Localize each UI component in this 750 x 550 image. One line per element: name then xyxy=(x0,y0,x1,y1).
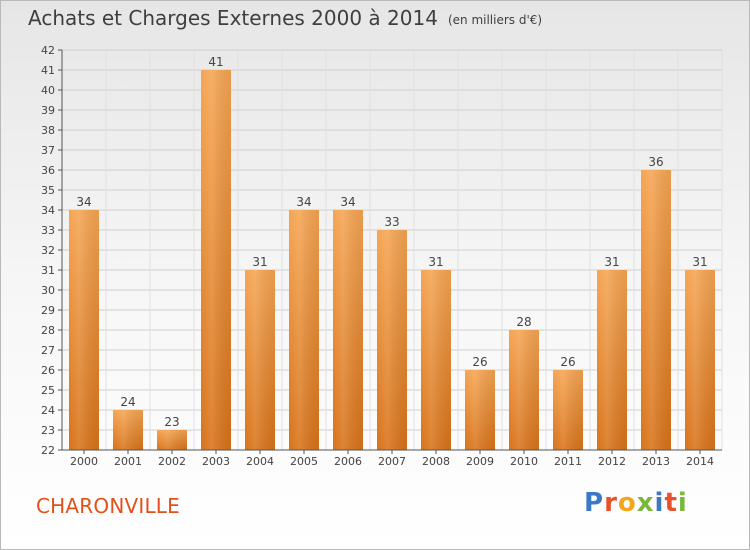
x-tick-label: 2012 xyxy=(598,455,626,468)
bar-shade xyxy=(685,270,715,450)
data-label: 26 xyxy=(560,355,575,369)
bar-shade xyxy=(509,330,539,450)
bar-shade xyxy=(421,270,451,450)
bar-shade xyxy=(245,270,275,450)
data-label: 31 xyxy=(428,255,443,269)
x-tick-label: 2009 xyxy=(466,455,494,468)
y-tick-label: 36 xyxy=(41,164,55,177)
bar-shade xyxy=(157,430,187,450)
y-tick-label: 39 xyxy=(41,104,55,117)
bar-shade xyxy=(597,270,627,450)
logo-letter: P xyxy=(584,488,605,518)
y-tick-label: 32 xyxy=(41,244,55,257)
bar-shade xyxy=(69,210,99,450)
x-tick-label: 2004 xyxy=(246,455,274,468)
chart-title: Achats et Charges Externes 2000 à 2014 (e… xyxy=(28,6,542,30)
data-label: 41 xyxy=(208,55,223,69)
chart-title-text: Achats et Charges Externes 2000 à 2014 xyxy=(28,6,438,30)
y-tick-label: 28 xyxy=(41,324,55,337)
y-tick-label: 30 xyxy=(41,284,55,297)
x-tick-label: 2007 xyxy=(378,455,406,468)
data-label: 33 xyxy=(384,215,399,229)
data-label: 31 xyxy=(252,255,267,269)
data-label: 23 xyxy=(164,415,179,429)
data-label: 24 xyxy=(120,395,135,409)
y-tick-label: 31 xyxy=(41,264,55,277)
bar-shade xyxy=(553,370,583,450)
bar-shade xyxy=(377,230,407,450)
chart-subtitle: (en milliers d'€) xyxy=(447,12,543,27)
y-tick-label: 42 xyxy=(41,44,55,57)
x-tick-label: 2006 xyxy=(334,455,362,468)
logo-letter: i xyxy=(654,488,665,518)
y-tick-label: 29 xyxy=(41,304,55,317)
bar-shade xyxy=(333,210,363,450)
y-tick-label: 27 xyxy=(41,344,55,357)
data-label: 34 xyxy=(296,195,311,209)
y-tick-label: 35 xyxy=(41,184,55,197)
data-label: 34 xyxy=(76,195,91,209)
labels: 22 23 24 25 26 27 28 29 30 31 32 33 34 35 36 37 38 39 40 41… xyxy=(41,44,714,468)
y-tick-label: 22 xyxy=(41,444,55,457)
proxiti-logo: Proxiti xyxy=(584,488,688,518)
x-tick-label: 2013 xyxy=(642,455,670,468)
x-tick-label: 2014 xyxy=(686,455,714,468)
data-label: 31 xyxy=(692,255,707,269)
x-tick-label: 2000 xyxy=(70,455,98,468)
data-label: 36 xyxy=(648,155,663,169)
data-label: 31 xyxy=(604,255,619,269)
x-tick-label: 2003 xyxy=(202,455,230,468)
y-tick-label: 24 xyxy=(41,404,55,417)
logo-letter: x xyxy=(636,488,655,518)
bar-shade xyxy=(465,370,495,450)
y-tick-label: 25 xyxy=(41,384,55,397)
x-tick-label: 2011 xyxy=(554,455,582,468)
y-tick-label: 38 xyxy=(41,124,55,137)
bars xyxy=(69,70,715,450)
logo-letter: i xyxy=(677,488,688,518)
data-label: 34 xyxy=(340,195,355,209)
x-tick-label: 2010 xyxy=(510,455,538,468)
logo-letter: r xyxy=(604,488,618,518)
town-name: CHARONVILLE xyxy=(36,494,180,518)
x-tick-label: 2005 xyxy=(290,455,318,468)
y-tick-label: 34 xyxy=(41,204,55,217)
bar-shade xyxy=(201,70,231,450)
x-tick-label: 2002 xyxy=(158,455,186,468)
y-tick-label: 40 xyxy=(41,84,55,97)
x-tick-label: 2001 xyxy=(114,455,142,468)
y-tick-label: 33 xyxy=(41,224,55,237)
y-tick-label: 26 xyxy=(41,364,55,377)
bar-shade xyxy=(113,410,143,450)
bar-shade xyxy=(641,170,671,450)
data-label: 26 xyxy=(472,355,487,369)
y-tick-label: 37 xyxy=(41,144,55,157)
bar-shade xyxy=(289,210,319,450)
logo-letter: o xyxy=(617,488,637,518)
y-tick-label: 23 xyxy=(41,424,55,437)
axes xyxy=(58,49,722,454)
y-tick-label: 41 xyxy=(41,64,55,77)
x-tick-label: 2008 xyxy=(422,455,450,468)
data-label: 28 xyxy=(516,315,531,329)
logo-letter: t xyxy=(664,488,678,518)
